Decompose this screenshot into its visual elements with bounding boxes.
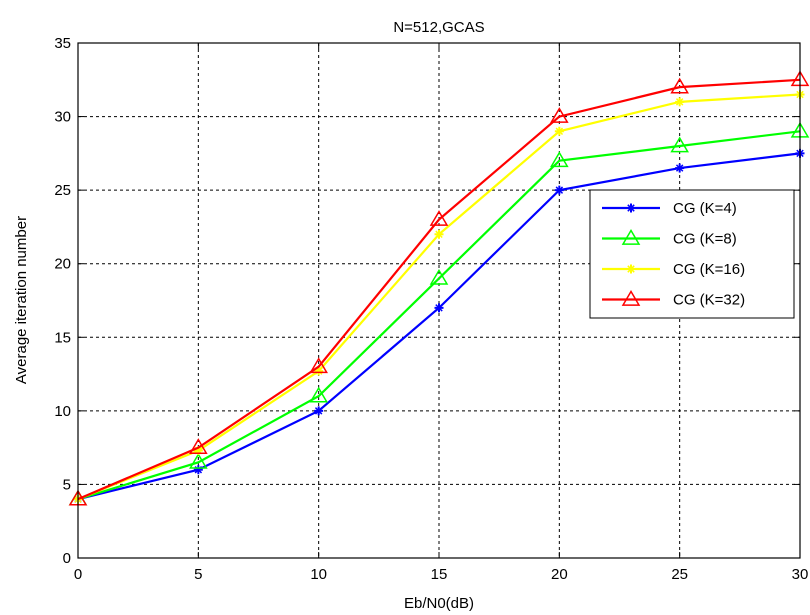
star-stroke xyxy=(627,204,635,212)
data-point xyxy=(189,452,208,469)
star-stroke xyxy=(675,164,684,172)
star-stroke xyxy=(435,304,443,312)
y-tick-label: 20 xyxy=(54,256,71,273)
star-stroke xyxy=(627,265,635,273)
data-point xyxy=(314,366,324,376)
data-point xyxy=(429,210,449,226)
data-point xyxy=(434,229,444,239)
legend-marker xyxy=(626,203,636,213)
y-tick-label: 25 xyxy=(54,182,71,199)
y-tick-label: 0 xyxy=(63,550,71,567)
star-stroke xyxy=(314,367,323,375)
legend-label: CG (K=8) xyxy=(673,231,737,248)
y-tick-label: 30 xyxy=(54,109,71,126)
legend-label: CG (K=32) xyxy=(673,292,745,309)
data-point xyxy=(193,465,203,475)
data-point xyxy=(675,163,685,173)
data-point xyxy=(434,303,444,313)
x-tick-label: 0 xyxy=(74,566,82,583)
legend-marker xyxy=(621,290,641,306)
legend-label: CG (K=16) xyxy=(673,261,745,278)
x-tick-label: 5 xyxy=(194,566,202,583)
star-stroke xyxy=(555,127,564,136)
star-stroke xyxy=(435,230,443,239)
y-tick-label: 5 xyxy=(63,476,71,493)
data-point xyxy=(670,136,689,153)
legend-marker xyxy=(621,229,641,245)
star-stroke xyxy=(675,98,684,106)
legend-marker xyxy=(626,264,636,274)
legend-label: CG (K=4) xyxy=(673,200,737,217)
chart-title: N=512,GCAS xyxy=(393,19,484,36)
series-line xyxy=(77,130,801,501)
data-point xyxy=(550,107,569,123)
y-tick-label: 15 xyxy=(54,329,71,346)
axis-ticks: 0 5 10 15 20 25 30 0 5 10 15 20 25 30 35 xyxy=(54,35,808,583)
data-point xyxy=(309,386,328,403)
data-point xyxy=(554,185,564,195)
data-point xyxy=(314,406,324,416)
legend-box xyxy=(589,189,795,319)
data-point xyxy=(550,151,569,168)
series-line xyxy=(77,78,801,501)
data-point xyxy=(670,77,689,94)
star-stroke xyxy=(314,407,323,415)
x-tick-label: 30 xyxy=(792,566,809,583)
data-point xyxy=(189,438,208,454)
data-point xyxy=(675,97,685,107)
data-point xyxy=(554,126,564,136)
x-tick-label: 25 xyxy=(671,566,688,583)
x-axis-label: Eb/N0(dB) xyxy=(404,595,474,612)
series-layer xyxy=(68,70,810,506)
legend-item: CG (K=8) xyxy=(602,229,737,248)
legend-item: CG (K=32) xyxy=(602,290,745,309)
y-axis-label: Average iteration number xyxy=(13,216,30,384)
data-point xyxy=(429,268,449,285)
x-tick-label: 15 xyxy=(431,566,448,583)
x-tick-label: 20 xyxy=(551,566,568,583)
star-stroke xyxy=(555,186,564,194)
legend-item: CG (K=16) xyxy=(602,261,745,278)
y-tick-label: 10 xyxy=(54,403,71,420)
x-tick-label: 10 xyxy=(310,566,327,583)
data-point xyxy=(309,357,328,374)
legend-item: CG (K=4) xyxy=(602,200,737,217)
y-tick-label: 35 xyxy=(54,35,71,52)
legend: CG (K=4) CG (K=8) CG (K=16) CG (K=32) xyxy=(589,189,795,319)
